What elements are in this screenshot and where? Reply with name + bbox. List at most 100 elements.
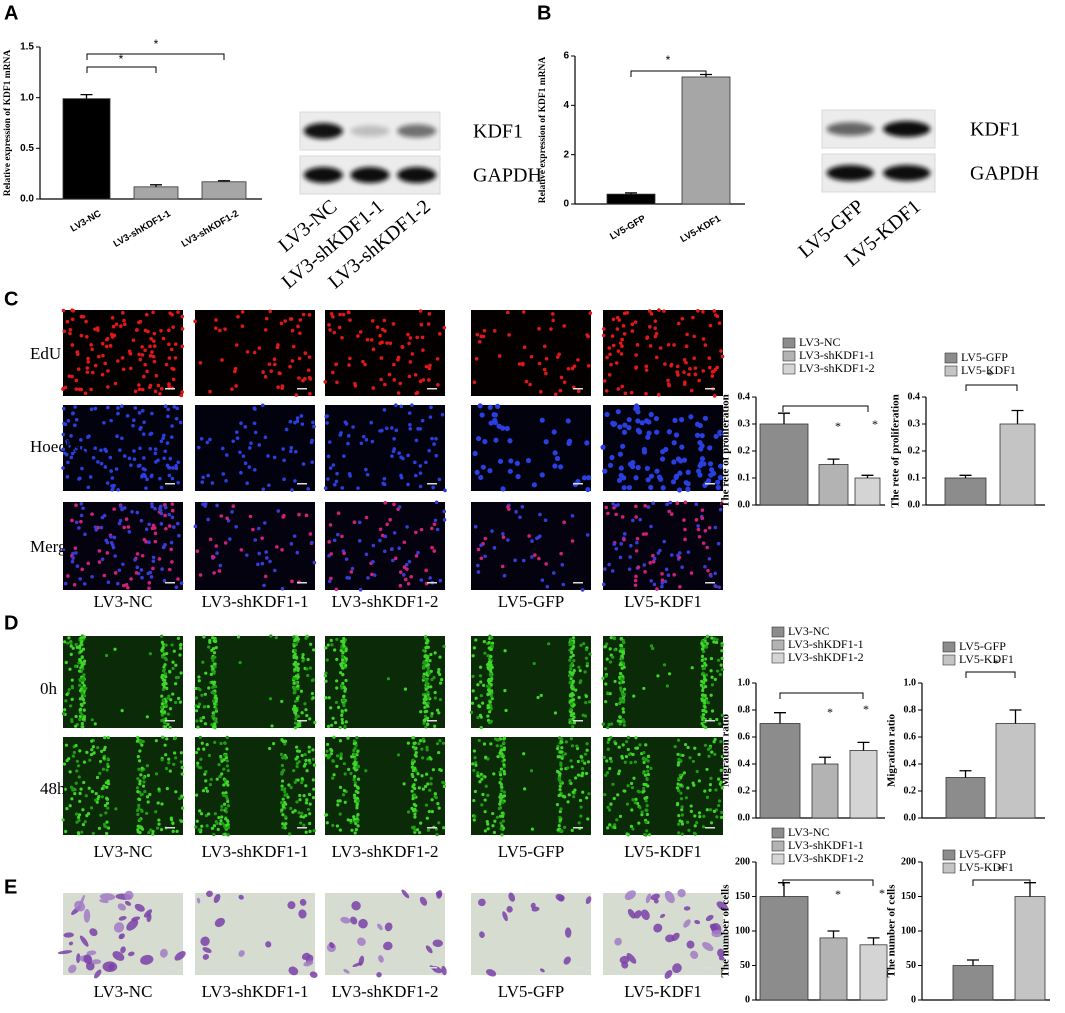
cell: [137, 387, 142, 392]
cell: [705, 641, 709, 646]
cell: [544, 562, 548, 566]
cell: [570, 661, 574, 666]
cell: [616, 349, 621, 353]
micrograph: [323, 634, 446, 730]
cell: [140, 553, 145, 558]
cell: [269, 634, 273, 638]
cell: [136, 464, 141, 468]
cell: [499, 827, 503, 831]
cell: [120, 507, 124, 512]
cell: [433, 724, 437, 728]
cell: [613, 648, 617, 652]
cell: [501, 535, 506, 539]
column-label: LV3-shKDF1-2: [331, 982, 438, 1001]
cell: [609, 802, 613, 806]
cell: [662, 539, 667, 544]
cell: [442, 826, 446, 830]
micrograph: [323, 309, 447, 396]
cell: [666, 342, 671, 347]
cell: [638, 517, 642, 522]
cell: [95, 800, 99, 804]
cell: [327, 696, 331, 700]
cell: [64, 699, 68, 703]
cell: [493, 819, 497, 823]
cell: [61, 432, 66, 437]
cell: [297, 512, 301, 517]
cell: [101, 353, 105, 358]
cell: [416, 550, 420, 555]
cell: [581, 475, 588, 481]
cell: [428, 363, 432, 368]
cell: [603, 645, 607, 649]
cell: [136, 755, 140, 759]
cell: [78, 577, 82, 581]
cell: [164, 362, 169, 367]
cell: [696, 527, 701, 532]
cell: [272, 742, 276, 746]
cell: [147, 586, 151, 591]
cell: [654, 468, 660, 474]
cell: [77, 832, 81, 836]
cell: [99, 813, 103, 817]
cell: [621, 324, 626, 328]
error-bar: [80, 93, 93, 99]
cell: [683, 906, 691, 911]
cell: [500, 785, 504, 790]
cell: [207, 753, 212, 758]
cell: [263, 328, 268, 332]
cell: [618, 465, 624, 471]
cell: [143, 909, 153, 918]
cell: [629, 464, 636, 470]
cell: [416, 772, 420, 776]
cell: [413, 828, 417, 832]
cell: [656, 474, 663, 480]
cell: [562, 380, 567, 385]
blot-band: [883, 121, 931, 137]
cell: [218, 774, 222, 779]
cell: [479, 665, 483, 669]
cell: [283, 793, 287, 797]
scale-bar: [573, 967, 583, 969]
cell: [623, 760, 627, 764]
cell: [619, 955, 630, 964]
cell: [371, 543, 376, 548]
cell: [391, 322, 396, 326]
cell: [486, 704, 490, 708]
cell: [386, 677, 391, 681]
cell: [206, 890, 213, 898]
cell: [67, 636, 71, 640]
cell: [474, 469, 480, 475]
cell: [110, 484, 114, 488]
cell: [713, 752, 717, 756]
cell: [619, 699, 623, 703]
cell: [693, 814, 697, 818]
cell: [63, 787, 67, 791]
cell: [369, 420, 374, 425]
cell: [119, 504, 123, 509]
cell: [475, 435, 482, 442]
y-tick-label: 200: [901, 856, 916, 867]
cell: [415, 828, 420, 832]
cell: [280, 547, 284, 552]
y-axis-label: The rete of proliferation: [720, 394, 732, 508]
cell: [500, 789, 504, 793]
cell: [210, 826, 215, 830]
cell: [171, 377, 176, 382]
cell: [280, 386, 285, 390]
y-tick-label: 0: [563, 199, 569, 210]
cell: [83, 954, 93, 965]
cell: [148, 344, 152, 349]
cell: [398, 381, 403, 386]
cell: [586, 363, 591, 368]
y-axis-label: Migration ratio: [720, 713, 732, 787]
cell: [226, 833, 230, 837]
cell: [476, 774, 480, 778]
cell: [502, 758, 506, 762]
cell: [678, 417, 685, 423]
cell: [139, 825, 143, 829]
y-tick-label: 2: [563, 149, 569, 160]
cell: [638, 806, 642, 810]
cell: [616, 719, 620, 723]
cell: [73, 405, 77, 409]
cell: [500, 752, 504, 756]
